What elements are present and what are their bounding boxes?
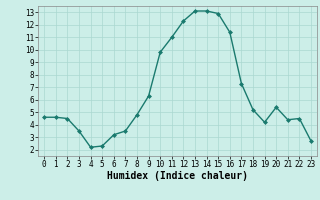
- X-axis label: Humidex (Indice chaleur): Humidex (Indice chaleur): [107, 171, 248, 181]
